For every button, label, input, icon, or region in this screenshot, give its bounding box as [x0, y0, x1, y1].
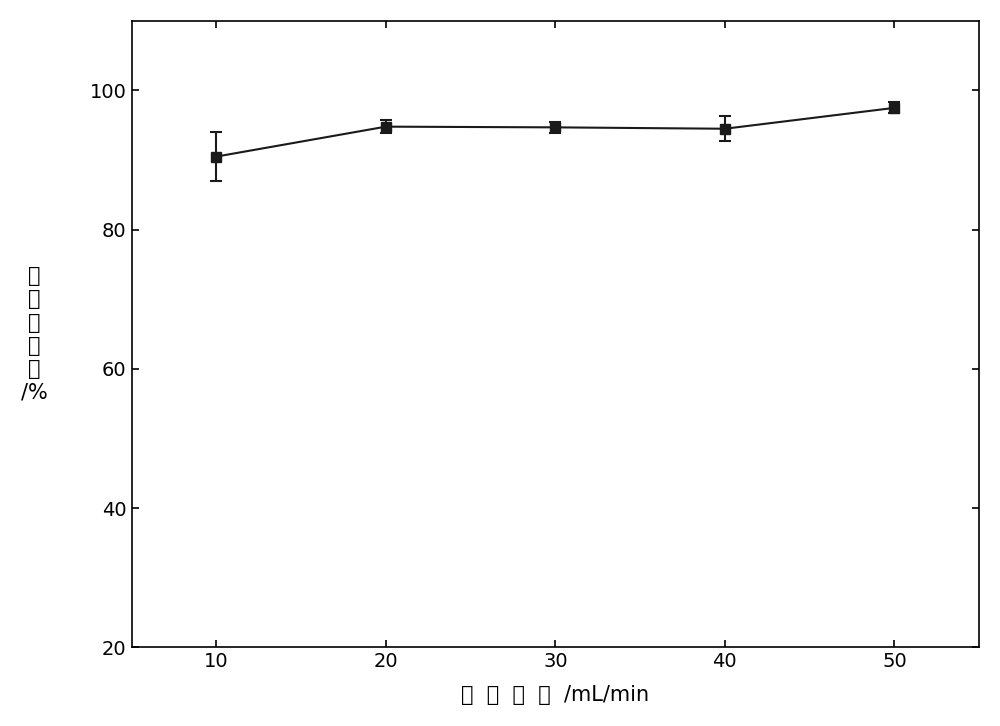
Y-axis label: 细
胞
存
活
率
/%: 细 胞 存 活 率 /% — [21, 266, 48, 402]
X-axis label: 气  体  流  量  /mL/min: 气 体 流 量 /mL/min — [461, 685, 649, 705]
